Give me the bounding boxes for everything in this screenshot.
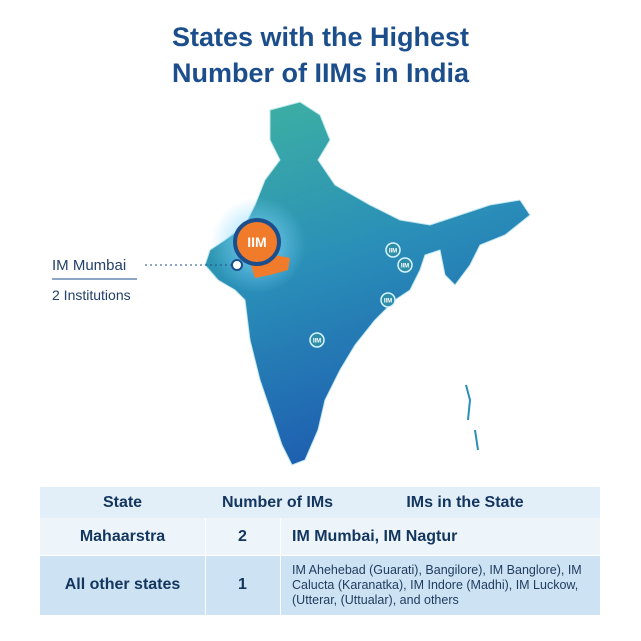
divider: [40, 555, 600, 556]
marker-label: IIM: [384, 299, 392, 305]
cell: 1: [238, 576, 247, 593]
title-line: States with the Highest: [171, 22, 470, 52]
india-outline: [204, 101, 531, 466]
header-cell: IMs in the State: [406, 493, 524, 511]
cell: Mahaarstra: [79, 527, 166, 545]
marker-label: IIM: [313, 339, 321, 345]
pin: [231, 259, 243, 271]
row: [40, 518, 600, 555]
divider: [280, 518, 281, 615]
callout-label: IM Mumbai: [52, 257, 127, 274]
divider: [205, 518, 206, 615]
badge-label: IIM: [247, 234, 266, 250]
callout-count: 2 Institutions: [52, 287, 131, 303]
header-cell: Number of IMs: [221, 493, 334, 511]
header-row: [40, 487, 600, 518]
marker: [380, 292, 396, 308]
marker: [397, 257, 413, 273]
cell: All other states: [64, 576, 181, 593]
header-cell: State: [102, 493, 143, 511]
title-line: Number of IIMs in India: [171, 58, 469, 88]
islands: [465, 384, 479, 451]
cell: 2: [238, 527, 247, 545]
badge: [233, 218, 281, 266]
row: [40, 555, 600, 615]
cell: IM Ahehebad (Guarati), Bangilore), IM Ba…: [292, 562, 582, 607]
marker-label: IIM: [401, 264, 409, 270]
table: State Number of IMs IMs in the State Mah…: [40, 487, 600, 615]
marker: [385, 242, 401, 258]
marker: [309, 332, 325, 348]
cell: IM Mumbai, IM Nagtur: [292, 527, 458, 545]
marker-label: IIM: [389, 249, 397, 255]
